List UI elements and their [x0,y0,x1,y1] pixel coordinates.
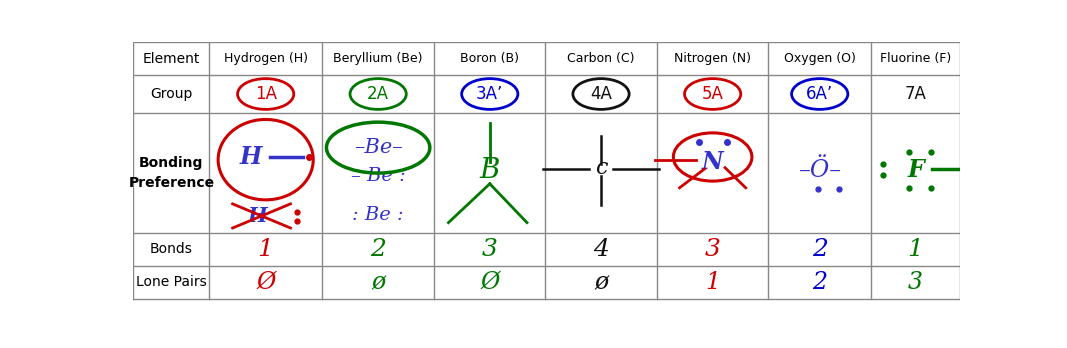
Text: ø: ø [371,271,385,294]
Text: B: B [479,157,500,184]
Text: Beryllium (Be): Beryllium (Be) [333,52,423,65]
Text: –Be–: –Be– [354,138,402,157]
Text: 2A: 2A [367,85,389,103]
Text: Hydrogen (H): Hydrogen (H) [224,52,307,65]
Text: Oxygen (O): Oxygen (O) [784,52,856,65]
Text: 6A’: 6A’ [806,85,833,103]
Text: : Be :: : Be : [352,206,404,224]
Text: 1: 1 [258,238,273,261]
Text: 1: 1 [908,238,924,261]
Text: N: N [702,150,723,174]
Text: Ø: Ø [480,271,499,294]
Text: H: H [248,206,268,226]
Text: 3: 3 [704,238,720,261]
Text: 2: 2 [370,238,386,261]
Text: 2: 2 [812,238,828,261]
Text: 7A: 7A [905,85,926,103]
Text: 4A: 4A [590,85,612,103]
Text: Bonds: Bonds [150,243,193,256]
Text: F: F [907,158,924,182]
Text: 5A: 5A [702,85,723,103]
Text: 1A: 1A [255,85,276,103]
Text: Boron (B): Boron (B) [460,52,520,65]
Text: 3A’: 3A’ [476,85,504,103]
Text: 2: 2 [812,271,827,294]
Text: c: c [594,157,607,179]
Text: Carbon (C): Carbon (C) [568,52,635,65]
Text: 3: 3 [908,271,923,294]
Text: –Ö–: –Ö– [798,159,841,182]
Text: Element: Element [143,52,201,65]
Text: Nitrogen (N): Nitrogen (N) [674,52,751,65]
Text: 1: 1 [705,271,720,294]
Text: 3: 3 [482,238,497,261]
Text: H: H [240,145,262,169]
Text: Ø: Ø [256,271,275,294]
Text: – Be :: – Be : [351,167,405,185]
Text: Bonding
Preference: Bonding Preference [128,156,214,190]
Text: Lone Pairs: Lone Pairs [136,275,207,289]
Text: Group: Group [150,87,193,101]
Text: Fluorine (F): Fluorine (F) [880,52,952,65]
Text: ø: ø [594,271,608,294]
Text: 4: 4 [593,238,609,261]
